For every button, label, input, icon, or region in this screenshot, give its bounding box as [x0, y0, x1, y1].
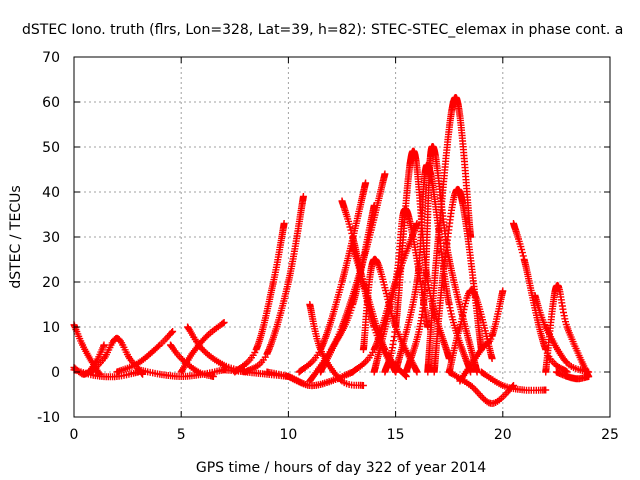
series-arc36 [552, 368, 593, 383]
series-arc28 [430, 185, 485, 376]
series-arc27 [424, 94, 475, 376]
y-tick-label: 60 [42, 95, 60, 111]
plus-markers [70, 366, 142, 381]
series-arc35 [542, 281, 593, 380]
x-tick-label: 20 [494, 427, 512, 443]
plus-markers [552, 368, 593, 383]
plus-markers [430, 185, 485, 376]
series-arc11 [231, 220, 288, 376]
axis-ticks: 0 5 10 15 20 25 -10 0 10 20 30 40 50 60 70 [37, 50, 619, 443]
y-tick-label: -10 [37, 410, 60, 426]
x-tick-label: 5 [177, 427, 186, 443]
plus-markers [113, 328, 177, 376]
series-arc33 [510, 220, 571, 376]
plus-markers [231, 220, 288, 376]
x-tick-label: 15 [387, 427, 405, 443]
x-tick-label: 25 [601, 427, 619, 443]
chart-title: dSTEC Iono. truth (flrs, Lon=328, Lat=39… [22, 22, 623, 38]
series-arc32 [477, 368, 550, 394]
y-axis-label: dSTEC / TECUs [8, 185, 24, 288]
grid-lines [74, 57, 610, 417]
y-tick-label: 20 [42, 275, 60, 291]
series-arc8 [177, 319, 228, 376]
plus-markers [542, 281, 593, 380]
plus-markers [510, 220, 571, 376]
series-arc12 [242, 193, 307, 376]
data-points [70, 94, 593, 407]
series-arc3 [70, 366, 142, 381]
y-tick-label: 70 [42, 50, 60, 66]
x-tick-label: 10 [279, 427, 297, 443]
y-tick-label: 10 [42, 320, 60, 336]
series-arc5 [113, 328, 177, 376]
plus-markers [177, 319, 228, 376]
x-tick-label: 0 [70, 427, 79, 443]
plus-markers [402, 143, 481, 376]
y-tick-label: 50 [42, 140, 60, 156]
y-tick-label: 40 [42, 185, 60, 201]
y-tick-label: 0 [51, 365, 60, 381]
plus-markers [424, 94, 475, 376]
plus-markers [242, 193, 307, 376]
x-axis-label: GPS time / hours of day 322 of year 2014 [196, 460, 486, 476]
series-arc26 [402, 143, 481, 376]
y-tick-label: 30 [42, 230, 60, 246]
plus-markers [477, 368, 550, 394]
